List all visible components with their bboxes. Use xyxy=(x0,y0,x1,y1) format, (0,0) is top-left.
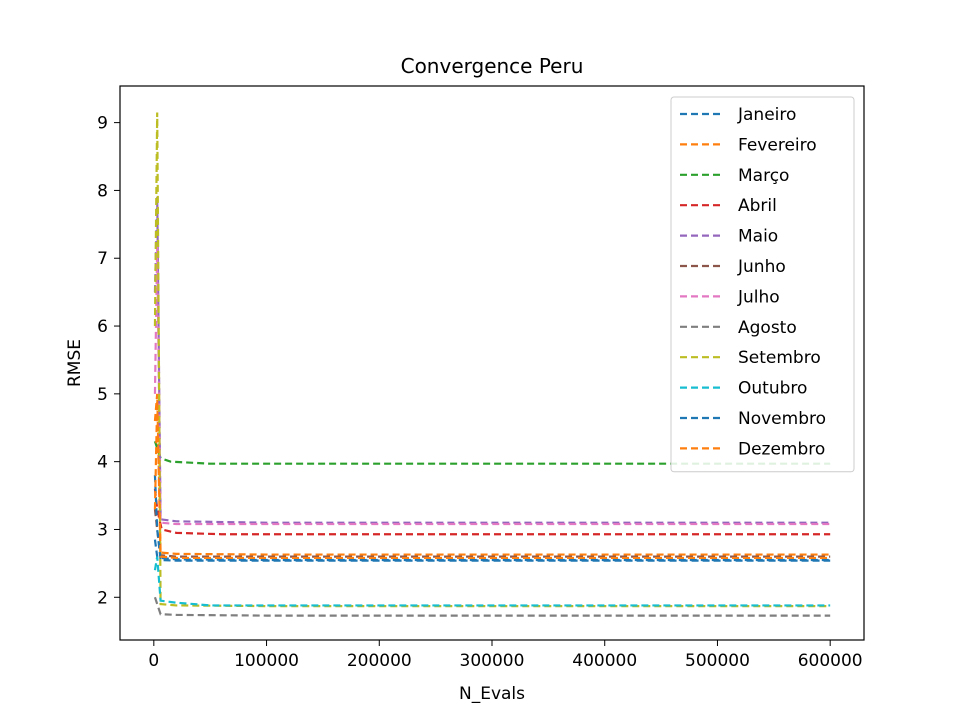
series-line-0 xyxy=(153,539,831,562)
chart-title: Convergence Peru xyxy=(401,54,584,78)
series-line-2 xyxy=(153,440,831,465)
x-tick-label: 100000 xyxy=(234,651,299,671)
legend-label-10: Novembro xyxy=(738,409,826,429)
legend-label-1: Fevereiro xyxy=(738,135,817,155)
series-line-9 xyxy=(153,556,831,607)
x-tick-label: 200000 xyxy=(347,651,412,671)
y-tick-label: 4 xyxy=(97,453,108,473)
series-layer xyxy=(153,112,831,617)
y-tick-label: 9 xyxy=(97,114,108,134)
x-tick-label: 600000 xyxy=(798,651,863,671)
y-tick-label: 5 xyxy=(97,385,108,405)
series-line-6 xyxy=(153,244,831,526)
x-tick-label: 500000 xyxy=(685,651,750,671)
legend-label-9: Outubro xyxy=(738,379,807,399)
x-axis-label: N_Evals xyxy=(459,684,525,704)
series-line-10 xyxy=(153,475,831,562)
x-axis: 0 100000 200000 300000 400000 500000 600000 xyxy=(148,640,863,671)
legend-label-7: Agosto xyxy=(738,318,797,338)
x-tick-label: 300000 xyxy=(460,651,525,671)
x-tick-label: 0 xyxy=(148,651,159,671)
y-tick-label: 3 xyxy=(97,520,108,540)
legend-box xyxy=(670,96,855,473)
legend-label-3: Abril xyxy=(738,196,777,216)
legend-label-5: Junho xyxy=(737,257,786,277)
y-tick-label: 7 xyxy=(97,249,108,269)
y-tick-label: 6 xyxy=(97,317,108,337)
series-line-7 xyxy=(153,596,831,617)
legend: Janeiro Fevereiro Março Abril Maio Junho Julho… xyxy=(670,96,855,473)
y-tick-label: 8 xyxy=(97,181,108,201)
series-line-11 xyxy=(153,400,831,560)
legend-label-11: Dezembro xyxy=(738,439,825,459)
legend-label-6: Julho xyxy=(737,287,780,307)
series-line-1 xyxy=(153,393,831,556)
legend-label-8: Setembro xyxy=(738,348,821,368)
series-line-3 xyxy=(153,488,831,536)
y-tick-label: 2 xyxy=(97,588,108,608)
legend-label-4: Maio xyxy=(738,227,778,247)
legend-label-0: Janeiro xyxy=(737,105,796,125)
y-axis-label: RMSE xyxy=(65,339,85,387)
legend-label-2: Março xyxy=(738,166,789,186)
y-axis: 2 3 4 5 6 7 8 9 xyxy=(97,114,120,608)
x-tick-label: 400000 xyxy=(572,651,637,671)
